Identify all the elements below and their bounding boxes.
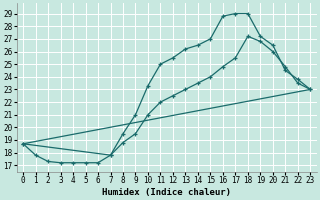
X-axis label: Humidex (Indice chaleur): Humidex (Indice chaleur) [102,188,231,197]
